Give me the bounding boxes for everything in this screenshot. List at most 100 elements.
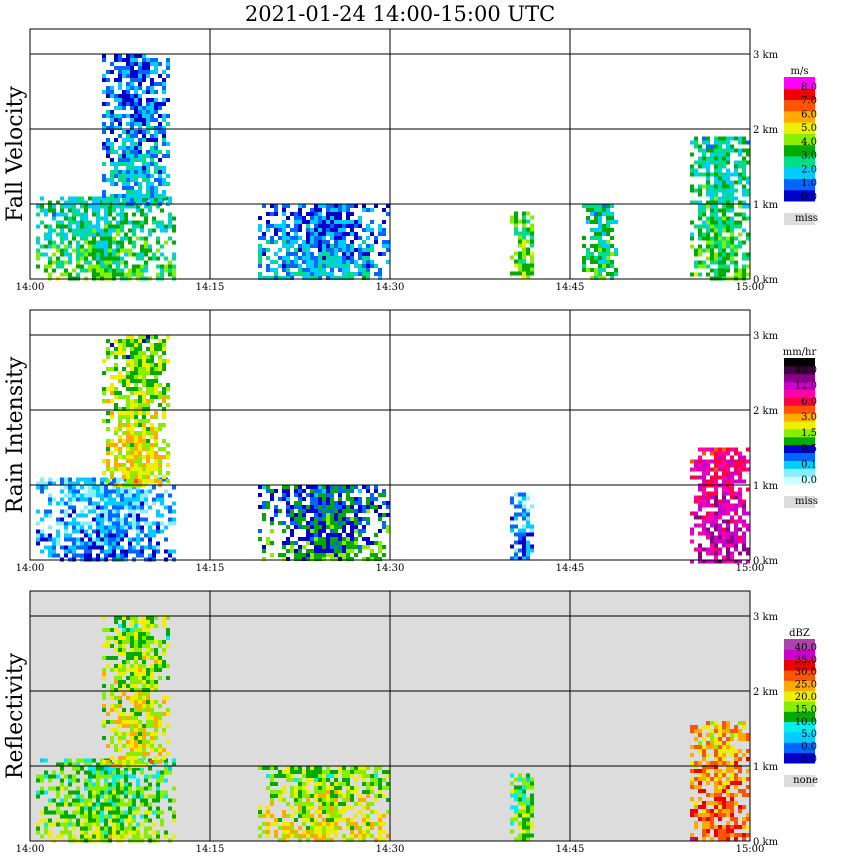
echo-cell <box>358 224 362 228</box>
echo-cell <box>92 517 96 522</box>
echo-cell <box>698 805 702 809</box>
echo-cell <box>96 208 100 213</box>
echo-cell <box>354 509 358 513</box>
echo-cell <box>132 493 136 498</box>
echo-cell <box>124 517 128 522</box>
echo-cell <box>122 142 126 146</box>
echo-cell <box>138 190 142 194</box>
echo-cell <box>92 248 96 253</box>
echo-cell <box>510 528 514 533</box>
echo-cell <box>96 268 100 273</box>
echo-cell <box>162 182 166 186</box>
echo-cell <box>690 172 694 177</box>
echo-cell <box>144 814 148 819</box>
colorbar-swatch <box>784 155 815 168</box>
echo-cell <box>134 451 138 455</box>
echo-cell <box>298 493 302 497</box>
echo-cell <box>134 142 138 146</box>
echo-cell <box>162 359 166 363</box>
echo-cell <box>594 232 598 236</box>
echo-cell <box>44 485 48 490</box>
echo-cell <box>110 415 114 419</box>
echo-cell <box>100 477 104 482</box>
echo-layer <box>36 335 750 564</box>
echo-cell <box>104 770 108 775</box>
echo-cell <box>138 403 142 407</box>
echo-cell <box>346 264 350 268</box>
echo-cell <box>130 463 134 467</box>
echo-cell <box>48 778 52 783</box>
echo-cell <box>118 82 122 86</box>
echo-cell <box>358 533 362 537</box>
echo-cell <box>714 499 718 504</box>
echo-cell <box>122 343 126 347</box>
echo-cell <box>730 256 734 261</box>
echo-cell <box>286 264 290 268</box>
echo-cell <box>306 276 310 280</box>
echo-cell <box>726 475 730 480</box>
echo-cell <box>526 239 530 244</box>
echo-cell <box>112 525 116 530</box>
echo-cell <box>306 525 310 529</box>
colorbar-swatch <box>784 389 815 398</box>
echo-cell <box>160 810 164 815</box>
colorbar-label: 12.0 <box>795 381 817 392</box>
echo-cell <box>518 504 522 509</box>
echo-cell <box>306 264 310 268</box>
echo-cell <box>172 264 176 269</box>
echo-cell <box>104 822 108 827</box>
echo-cell <box>110 198 114 202</box>
echo-cell <box>134 467 138 471</box>
echo-cell <box>156 770 160 775</box>
echo-cell <box>518 271 522 276</box>
echo-cell <box>382 822 386 826</box>
echo-cell <box>136 513 140 518</box>
echo-cell <box>156 834 160 839</box>
echo-cell <box>118 391 122 395</box>
echo-cell <box>126 122 130 126</box>
echo-cell <box>290 778 294 782</box>
echo-cell <box>166 383 170 387</box>
echo-cell <box>132 204 136 209</box>
echo-cell <box>742 268 746 273</box>
echo-cell <box>108 549 112 554</box>
echo-cell <box>150 471 154 475</box>
echo-cell <box>100 232 104 237</box>
echo-cell <box>136 782 140 787</box>
echo-cell <box>130 190 134 194</box>
echo-cell <box>106 636 110 640</box>
echo-cell <box>702 212 706 217</box>
echo-cell <box>106 146 110 150</box>
echo-cell <box>322 529 326 533</box>
echo-cell <box>722 491 726 496</box>
echo-cell <box>706 527 710 532</box>
echo-cell <box>294 557 298 561</box>
echo-cell <box>730 248 734 253</box>
echo-cell <box>166 182 170 186</box>
echo-cell <box>126 419 130 423</box>
echo-cell <box>92 806 96 811</box>
echo-cell <box>138 704 142 708</box>
echo-cell <box>362 766 366 770</box>
echo-cell <box>126 375 130 379</box>
echo-cell <box>150 58 154 62</box>
echo-cell <box>302 822 306 826</box>
echo-cell <box>702 248 706 253</box>
echo-cell <box>100 272 104 277</box>
echo-cell <box>702 224 706 229</box>
echo-cell <box>116 240 120 245</box>
echo-cell <box>72 553 76 558</box>
echo-cell <box>386 810 390 814</box>
echo-cell <box>146 648 150 652</box>
echo-cell <box>154 162 158 166</box>
echo-cell <box>718 455 722 460</box>
echo-cell <box>72 485 76 490</box>
echo-cell <box>694 224 698 229</box>
echo-cell <box>522 548 526 553</box>
echo-cell <box>274 513 278 517</box>
echo-cell <box>330 537 334 541</box>
echo-cell <box>150 435 154 439</box>
echo-cell <box>150 86 154 90</box>
echo-cell <box>148 826 152 831</box>
echo-cell <box>140 224 144 229</box>
